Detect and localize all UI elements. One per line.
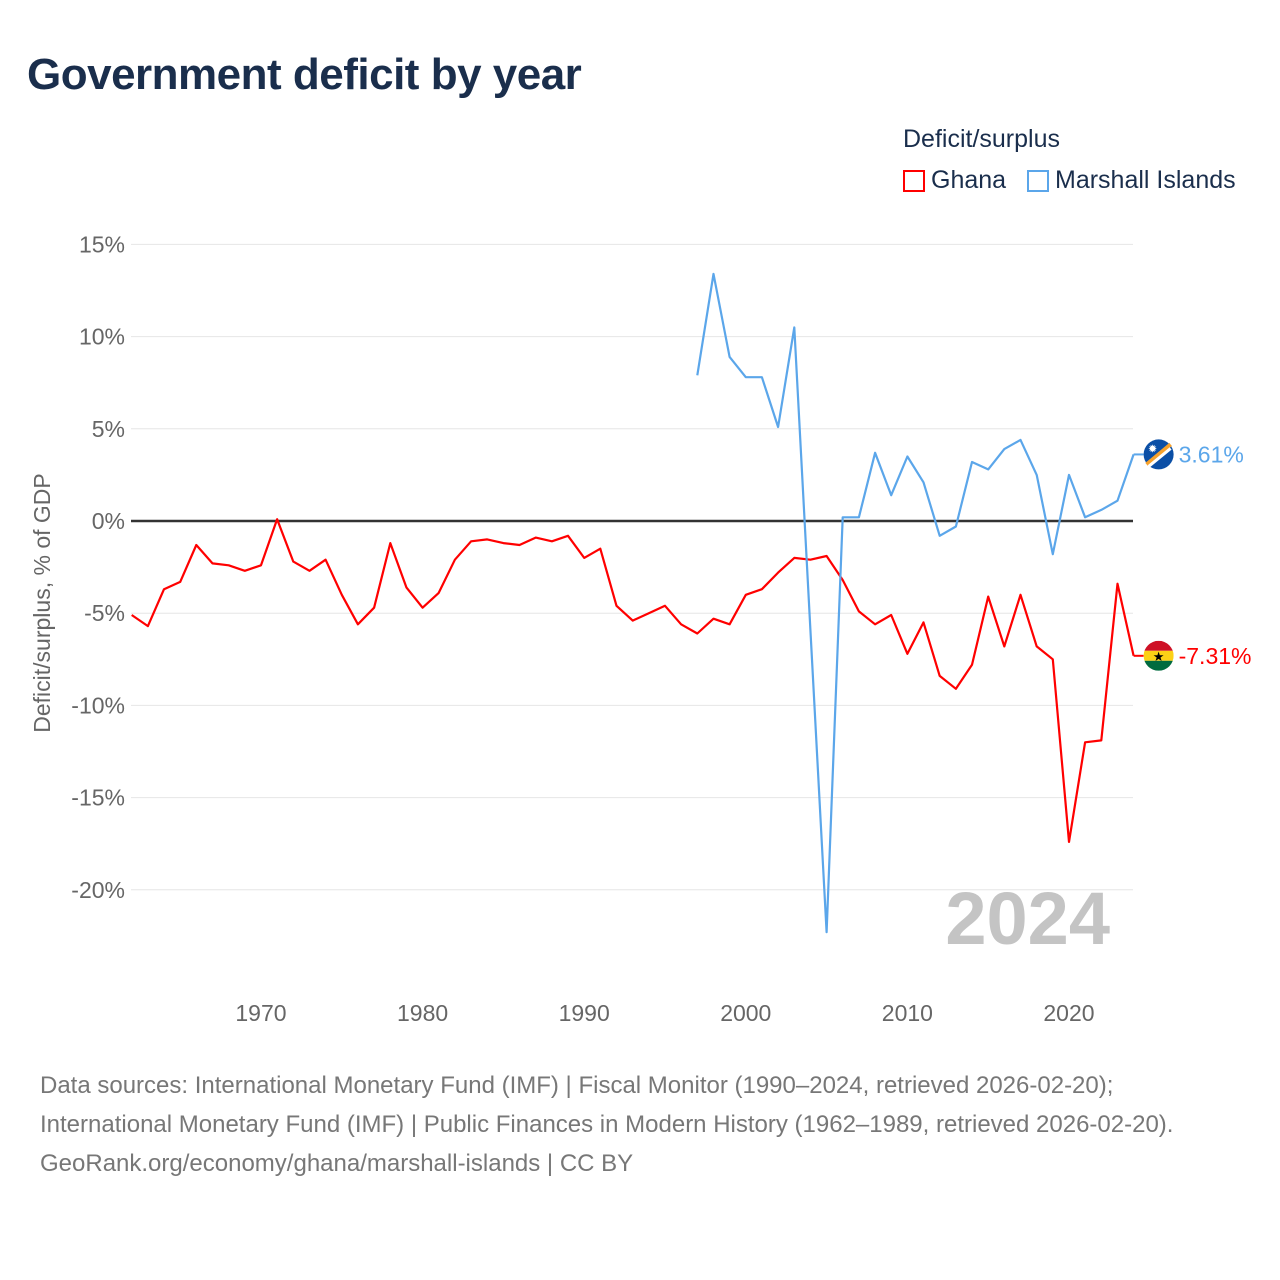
series-line-ghana — [131, 518, 1135, 844]
page-title: Government deficit by year — [27, 50, 582, 99]
x-tick-label: 1970 — [235, 1000, 286, 1026]
y-tick-label: -15% — [71, 785, 125, 811]
marshall-islands-flag-star-icon: ✹ — [1148, 443, 1157, 455]
year-watermark: 2024 — [945, 877, 1110, 960]
x-tick-label: 2020 — [1043, 1000, 1094, 1026]
legend-swatch-marshall-islands — [1027, 169, 1049, 192]
y-tick-label: -20% — [71, 877, 125, 903]
x-tick-label: 1990 — [559, 1000, 610, 1026]
legend-label: Ghana — [931, 166, 1007, 194]
legend-item-ghana[interactable]: Ghana — [903, 166, 1006, 195]
marshall-islands-flag-icon — [1145, 442, 1172, 466]
series-line-marshall-islands — [696, 272, 1135, 934]
x-tick-label: 1980 — [397, 1000, 448, 1026]
source-notes: Data sources: International Monetary Fun… — [40, 1066, 1240, 1183]
legend-label: Marshall Islands — [1055, 166, 1236, 194]
legend-title: Deficit/surplus — [903, 125, 1060, 153]
legend-item-marshall-islands[interactable]: Marshall Islands — [1027, 166, 1236, 195]
y-tick-label: -5% — [84, 600, 125, 626]
ghana-flag-icon — [1143, 650, 1174, 661]
y-tick-label: -10% — [71, 692, 125, 718]
y-tick-label: 10% — [79, 324, 125, 350]
marshall-islands-flag-icon — [1147, 447, 1172, 468]
x-tick-label: 2010 — [882, 1000, 933, 1026]
y-tick-label: 0% — [92, 508, 125, 534]
y-tick-label: 5% — [92, 416, 125, 442]
ghana-flag-icon — [1143, 640, 1174, 651]
end-value-label: -7.31% — [1179, 643, 1252, 669]
end-value-label: 3.61% — [1179, 441, 1244, 467]
legend-swatch-ghana — [903, 169, 925, 192]
ghana-flag-icon — [1143, 660, 1174, 671]
x-tick-label: 2000 — [720, 1000, 771, 1026]
attribution-link[interactable]: GeoRank.org/economy/ghana/marshall-islan… — [40, 1150, 634, 1177]
data-sources: Data sources: International Monetary Fun… — [40, 1072, 1174, 1138]
y-axis-label: Deficit/surplus, % of GDP — [29, 473, 55, 732]
line-chart: 2024 15% 10% 5% 0% -5% -10% -15% -20% 1970 1980 19… — [29, 231, 1252, 1026]
ghana-flag-star-icon: ★ — [1153, 649, 1165, 664]
y-tick-label: 15% — [79, 231, 125, 257]
